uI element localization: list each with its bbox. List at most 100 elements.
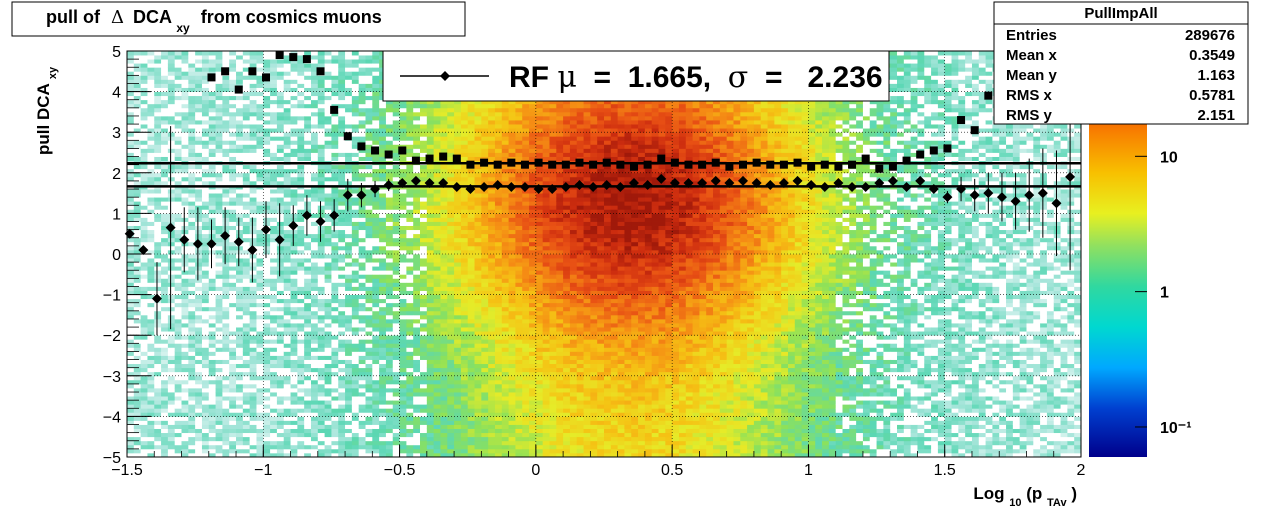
heatmap-cell: [270, 164, 278, 170]
heatmap-cell: [222, 209, 230, 214]
heatmap-cell: [215, 298, 223, 304]
heatmap-cell: [290, 343, 298, 348]
heatmap-cell: [188, 440, 196, 446]
heatmap-cell: [174, 266, 182, 271]
heatmap-cell: [317, 152, 326, 157]
heatmap-cell: [290, 120, 298, 125]
heatmap-cell: [358, 420, 366, 425]
heatmap-cell: [454, 367, 462, 373]
heatmap-cell: [154, 375, 162, 381]
heatmap-cell: [379, 241, 387, 247]
heatmap-cell: [208, 120, 216, 125]
heatmap-cell: [161, 339, 169, 344]
heatmap-cell: [181, 59, 189, 64]
heatmap-cell: [133, 351, 142, 356]
heatmap-cell: [413, 444, 421, 450]
heatmap-cell: [372, 266, 380, 271]
heatmap-cell: [358, 164, 366, 170]
heatmap-cell: [420, 359, 428, 365]
heatmap-cell: [317, 164, 326, 170]
heatmap-cell: [256, 201, 264, 206]
heatmap-cell: [460, 355, 469, 360]
heatmap-cell: [365, 400, 373, 405]
heatmap-cell: [379, 136, 387, 141]
heatmap-cell: [399, 124, 407, 129]
heatmap-cell: [236, 278, 244, 283]
heatmap-cell: [201, 99, 210, 105]
heatmap-cell: [133, 286, 142, 291]
heatmap-cell: [379, 310, 387, 316]
heatmap-cell: [236, 355, 244, 360]
heatmap-cell: [140, 193, 148, 198]
heatmap-cell: [420, 347, 428, 352]
heatmap-cell: [392, 168, 400, 174]
heatmap-cell: [324, 396, 332, 401]
heatmap-cell: [133, 420, 142, 425]
heatmap-cell: [392, 339, 400, 344]
heatmap-cell: [161, 140, 169, 145]
heatmap-cell: [154, 83, 162, 88]
heatmap-cell: [133, 323, 142, 328]
heatmap-cell: [242, 201, 251, 206]
heatmap-cell: [413, 172, 421, 178]
heatmap-cell: [338, 87, 346, 92]
heatmap-cell: [174, 193, 182, 198]
heatmap-cell: [460, 164, 469, 170]
heatmap-cell: [317, 75, 326, 80]
heatmap-cell: [406, 371, 414, 377]
heatmap-cell: [379, 379, 387, 385]
heatmap-cell: [310, 448, 319, 454]
heatmap-cell: [283, 221, 291, 226]
heatmap-cell: [426, 339, 435, 344]
heatmap-cell: [420, 237, 428, 243]
heatmap-cell: [188, 302, 196, 308]
heatmap-cell: [167, 176, 176, 182]
heatmap-cell: [195, 124, 203, 129]
heatmap-cell: [420, 375, 428, 381]
heatmap-cell: [440, 375, 448, 381]
heatmap-cell: [208, 79, 216, 84]
heatmap-cell: [236, 156, 244, 162]
heatmap-cell: [188, 444, 196, 450]
heatmap-cell: [290, 355, 298, 360]
heatmap-cell: [399, 172, 407, 178]
heatmap-cell: [406, 294, 414, 300]
heatmap-cell: [242, 132, 251, 137]
heatmap-cell: [147, 306, 155, 312]
heatmap-cell: [447, 115, 455, 121]
heatmap-cell: [392, 229, 400, 235]
heatmap-cell: [181, 412, 189, 417]
heatmap-cell: [324, 75, 332, 80]
heatmap-cell: [242, 71, 251, 76]
heatmap-cell: [195, 229, 203, 235]
heatmap-cell: [304, 420, 312, 425]
heatmap-cell: [447, 448, 455, 454]
heatmap-cell: [249, 140, 257, 145]
heatmap-cell: [133, 416, 142, 421]
heatmap-cell: [413, 318, 421, 324]
heatmap-cell: [167, 156, 176, 162]
heatmap-cell: [270, 172, 278, 178]
heatmap-cell: [426, 440, 435, 446]
heatmap-cell: [392, 136, 400, 141]
heatmap-cell: [372, 355, 380, 360]
heatmap-cell: [460, 290, 469, 295]
heatmap-cell: [140, 339, 148, 344]
heatmap-cell: [167, 111, 176, 117]
heatmap-cell: [236, 274, 244, 279]
heatmap-cell: [181, 254, 189, 259]
heatmap-cell: [229, 339, 237, 344]
heatmap-cell: [447, 140, 455, 145]
heatmap-cell: [242, 156, 251, 162]
heatmap-cell: [276, 310, 285, 316]
heatmap-cell: [256, 343, 264, 348]
heatmap-cell: [127, 359, 135, 365]
heatmap-cell: [263, 258, 271, 263]
heatmap-cell: [297, 217, 305, 222]
heatmap-cell: [379, 363, 387, 369]
heatmap-cell: [385, 343, 394, 348]
heatmap-cell: [338, 424, 346, 429]
heatmap-cell: [338, 107, 346, 113]
heatmap-cell: [127, 83, 135, 88]
heatmap-cell: [161, 120, 169, 125]
